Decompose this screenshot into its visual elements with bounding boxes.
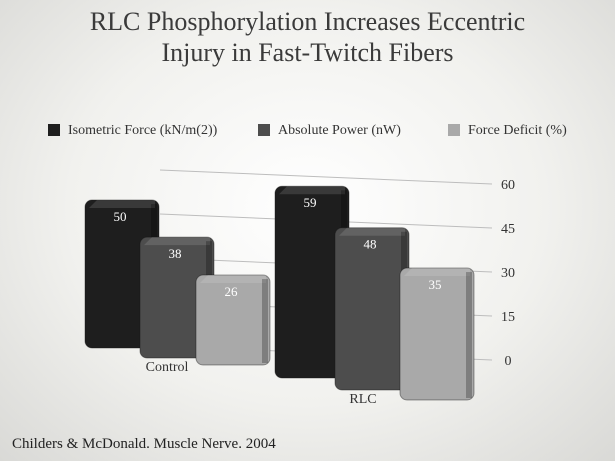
x-tick-label: Control: [146, 360, 189, 375]
value-label: 26: [225, 284, 239, 299]
y-tick-label: 60: [501, 178, 515, 193]
y-tick-label: 15: [501, 310, 515, 325]
grid-line: [159, 169, 493, 185]
value-label: 48: [364, 237, 377, 252]
value-label: 50: [114, 209, 127, 224]
source-note: Childers & McDonald. Muscle Nerve. 2004: [12, 436, 276, 452]
legend-swatch: [48, 124, 60, 136]
value-label: 35: [429, 277, 442, 292]
bar: [195, 274, 271, 366]
x-tick-label: RLC: [349, 392, 376, 407]
bar-top: [89, 200, 155, 208]
bar: [334, 227, 410, 391]
chart-title: RLC Phosphorylation Increases Eccentric …: [89, 7, 526, 67]
legend-swatch: [448, 124, 460, 136]
value-label: 59: [304, 195, 317, 210]
y-tick-label: 0: [505, 354, 512, 369]
legend-label: Force Deficit (%): [468, 123, 567, 138]
bar-side: [466, 272, 472, 398]
bar-top: [279, 186, 345, 195]
bar: [399, 267, 475, 401]
y-tick-label: 30: [501, 266, 515, 281]
bar-top: [144, 237, 210, 246]
bar-top: [404, 268, 470, 277]
y-tick-label: 45: [501, 222, 515, 237]
bar-top: [339, 227, 405, 236]
bar-top: [200, 275, 266, 284]
value-label: 38: [169, 246, 182, 261]
bar-side: [262, 279, 268, 363]
legend-label: Isometric Force (kN/m(2)): [68, 123, 218, 138]
legend-swatch: [258, 124, 270, 136]
legend-label: Absolute Power (nW): [278, 123, 401, 138]
